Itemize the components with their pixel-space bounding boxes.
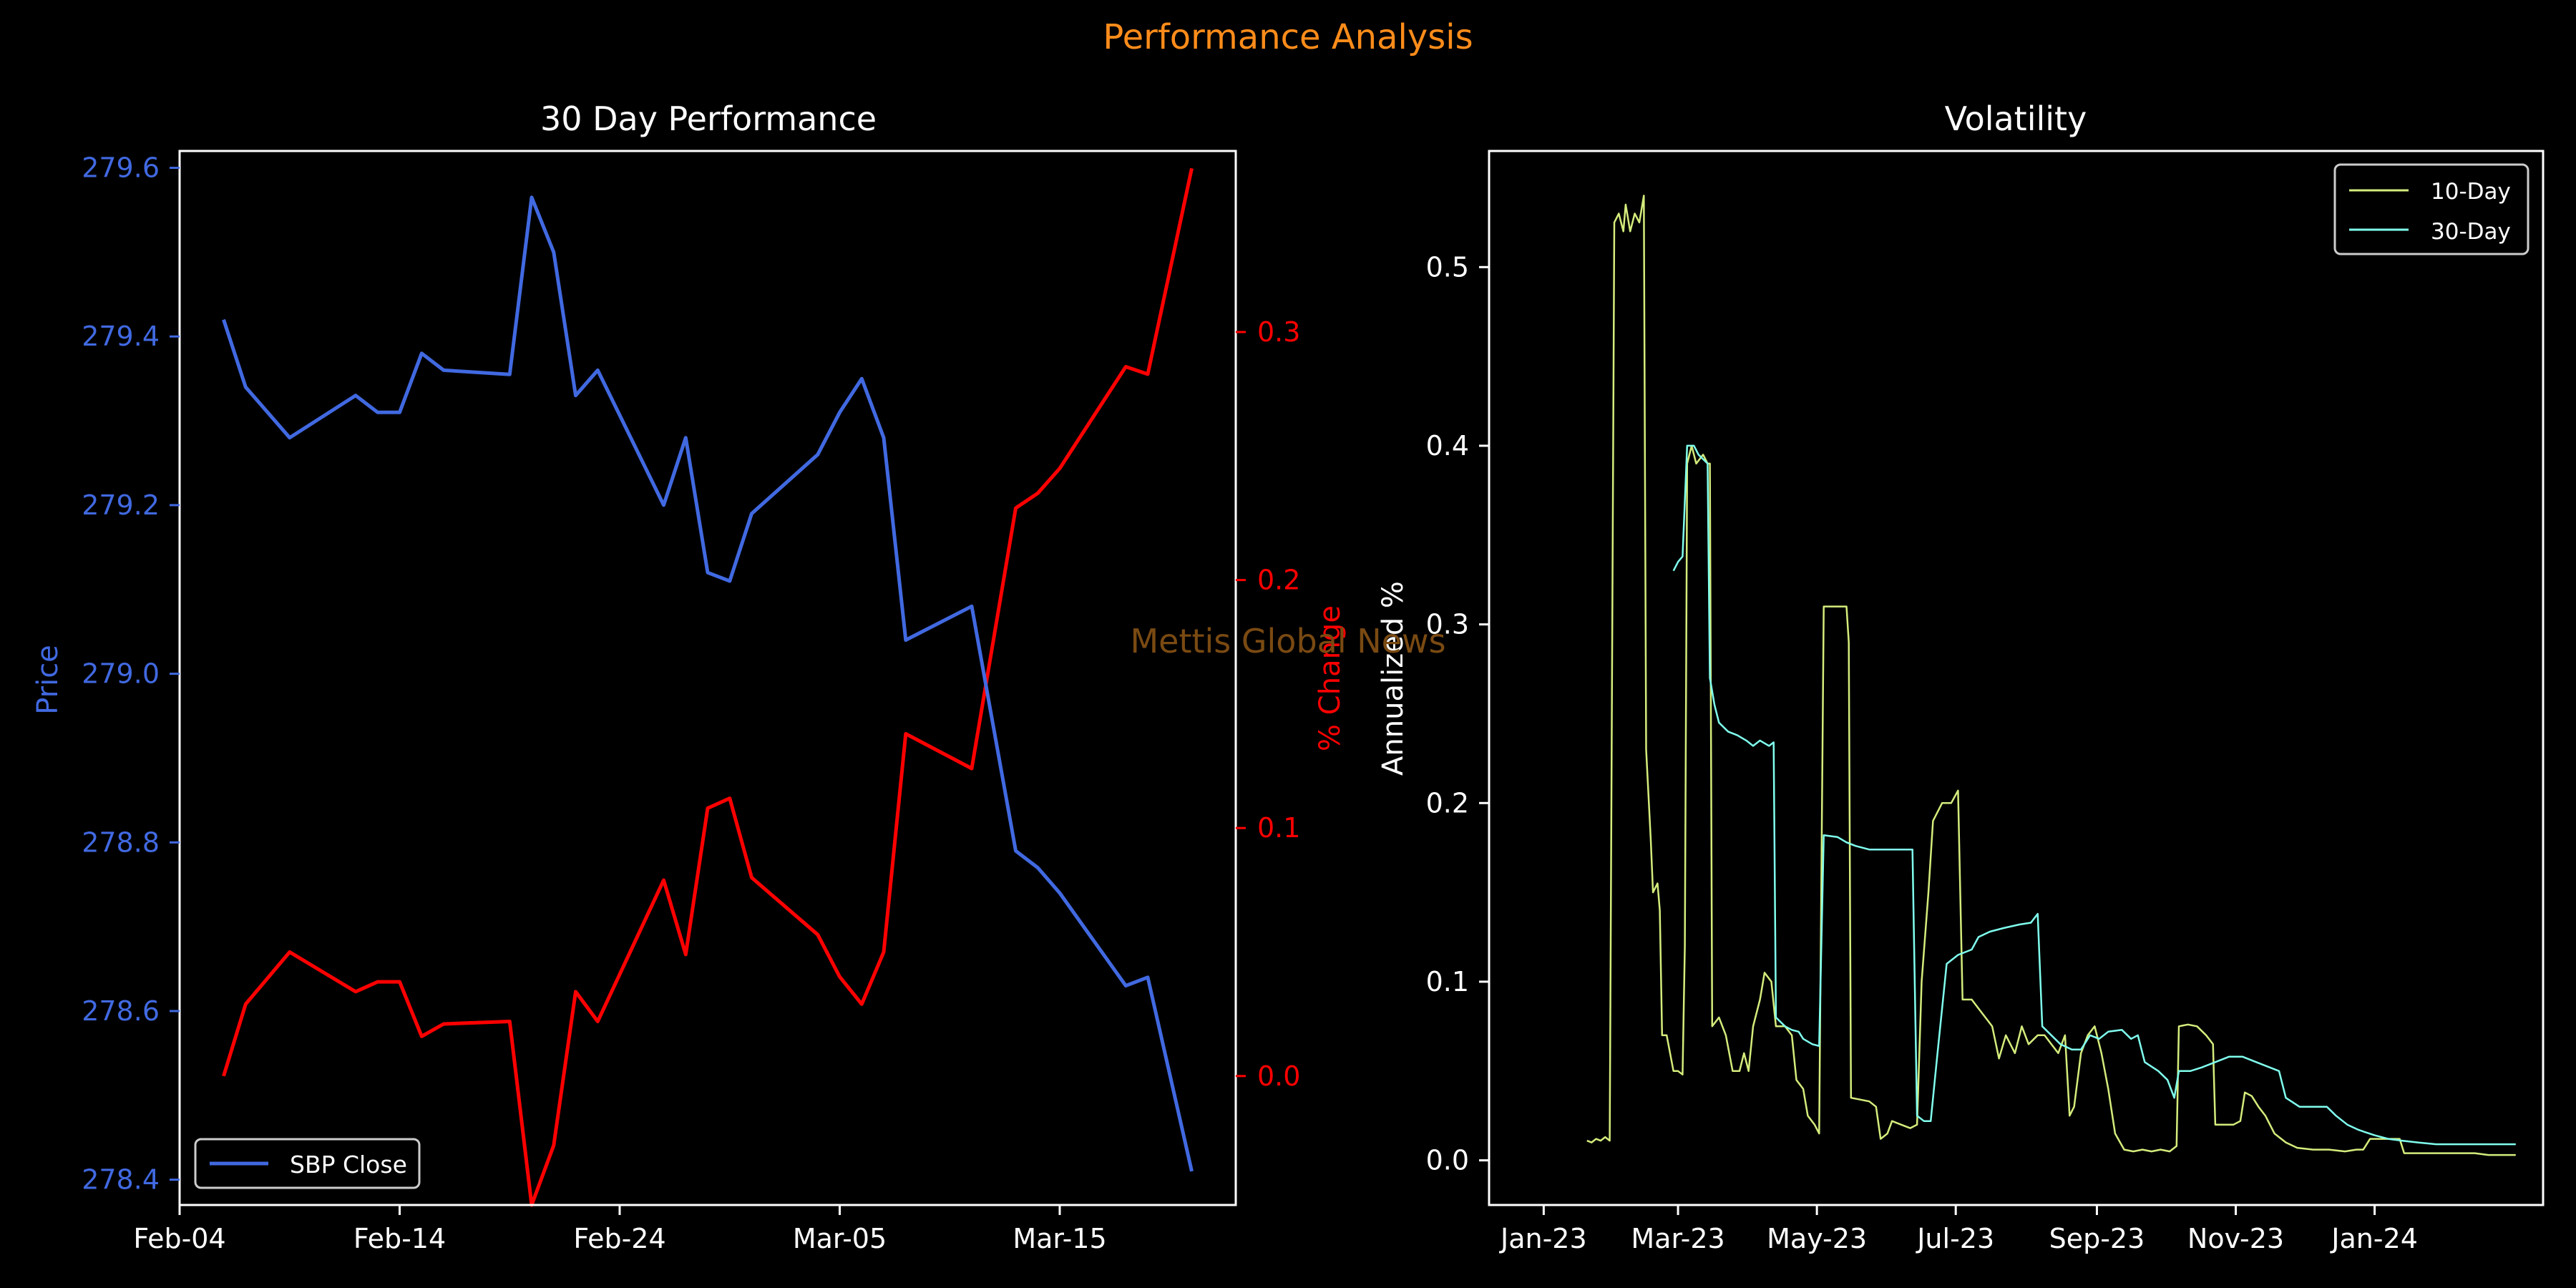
y-tick-label: 0.4 xyxy=(1426,430,1469,462)
price-tick-label: 278.8 xyxy=(82,826,160,858)
x-tick-label: Feb-14 xyxy=(353,1223,446,1254)
pct-axis-label: % Change xyxy=(1314,605,1347,751)
performance-x-axis: Feb-04 Feb-14 Feb-24 Mar-05 Mar-15 xyxy=(133,1205,1107,1254)
price-tick-label: 279.2 xyxy=(82,489,160,521)
thirty-day-volatility-line xyxy=(1672,444,2516,1146)
watermark: Mettis Global News xyxy=(1130,622,1445,660)
volatility-title: Volatility xyxy=(1945,99,2087,138)
performance-panel: 30 Day Performance Feb-04 Feb-14 Feb-24 Mar… xyxy=(31,99,1347,1254)
price-tick-label: 278.4 xyxy=(82,1164,160,1196)
pct-tick-label: 0.2 xyxy=(1257,565,1300,596)
price-series xyxy=(222,195,1194,1172)
legend-box xyxy=(2333,163,2529,255)
y-tick-label: 0.1 xyxy=(1426,966,1469,997)
price-tick-label: 279.6 xyxy=(82,152,160,184)
y-tick-label: 0.3 xyxy=(1426,609,1469,640)
price-y-axis: 278.4 278.6 278.8 279.0 279.2 279.4 279.6 xyxy=(82,152,180,1196)
x-tick-label: Mar-23 xyxy=(1631,1223,1724,1254)
legend-box xyxy=(194,1138,421,1189)
pct-tick-label: 0.1 xyxy=(1257,812,1300,844)
x-tick-label: Mar-05 xyxy=(793,1223,887,1254)
x-tick-label: Jan-24 xyxy=(2330,1223,2418,1254)
price-tick-label: 278.6 xyxy=(82,995,160,1027)
x-tick-label: Jan-23 xyxy=(1499,1223,1587,1254)
volatility-x-axis: Jan-23 Mar-23 May-23 Jul-23 Sep-23 Nov-23 Jan-… xyxy=(1499,1205,2418,1254)
pct-change-line xyxy=(222,167,1194,1207)
performance-axes-frame xyxy=(178,150,1237,1206)
legend-label-10-day: 10-Day xyxy=(2431,179,2511,205)
legend-label-30-day: 30-Day xyxy=(2431,219,2511,245)
legend-label-sbp-close: SBP Close xyxy=(290,1151,407,1179)
price-tick-label: 279.0 xyxy=(82,658,160,690)
y-tick-label: 0.5 xyxy=(1426,251,1469,283)
y-tick-label: 0.2 xyxy=(1426,787,1469,819)
volatility-axes-frame xyxy=(1488,150,2545,1206)
x-tick-label: Jul-23 xyxy=(1916,1223,1994,1254)
x-tick-label: Nov-23 xyxy=(2187,1223,2284,1254)
volatility-plot-area xyxy=(1586,195,2516,1156)
pct-tick-label: 0.0 xyxy=(1257,1060,1300,1092)
price-axis-label: Price xyxy=(31,645,64,715)
volatility-y-axis: 0.0 0.1 0.2 0.3 0.4 0.5 xyxy=(1426,251,1489,1176)
performance-legend[interactable]: SBP Close xyxy=(194,1138,421,1189)
x-tick-label: Feb-24 xyxy=(573,1223,665,1254)
sbp-close-line xyxy=(222,195,1194,1172)
pct-y-axis: 0.0 0.1 0.2 0.3 xyxy=(1236,316,1300,1092)
pct-tick-label: 0.3 xyxy=(1257,316,1300,348)
x-tick-label: Mar-15 xyxy=(1013,1223,1106,1254)
x-tick-label: May-23 xyxy=(1767,1223,1867,1254)
y-tick-label: 0.0 xyxy=(1426,1145,1469,1176)
x-tick-label: Feb-04 xyxy=(133,1223,225,1254)
figure-suptitle: Performance Analysis xyxy=(1103,17,1473,57)
performance-title: 30 Day Performance xyxy=(540,99,877,138)
ten-day-volatility-line xyxy=(1586,195,2516,1156)
x-tick-label: Sep-23 xyxy=(2049,1223,2145,1254)
volatility-axis-label: Annualized % xyxy=(1377,581,1410,776)
volatility-legend[interactable]: 10-Day 30-Day xyxy=(2333,163,2529,255)
pct-change-series xyxy=(222,167,1194,1207)
price-tick-label: 279.4 xyxy=(82,321,160,352)
volatility-panel: Volatility Jan-23 Mar-23 May-23 Jul-23 Sep-2… xyxy=(1377,99,2545,1254)
